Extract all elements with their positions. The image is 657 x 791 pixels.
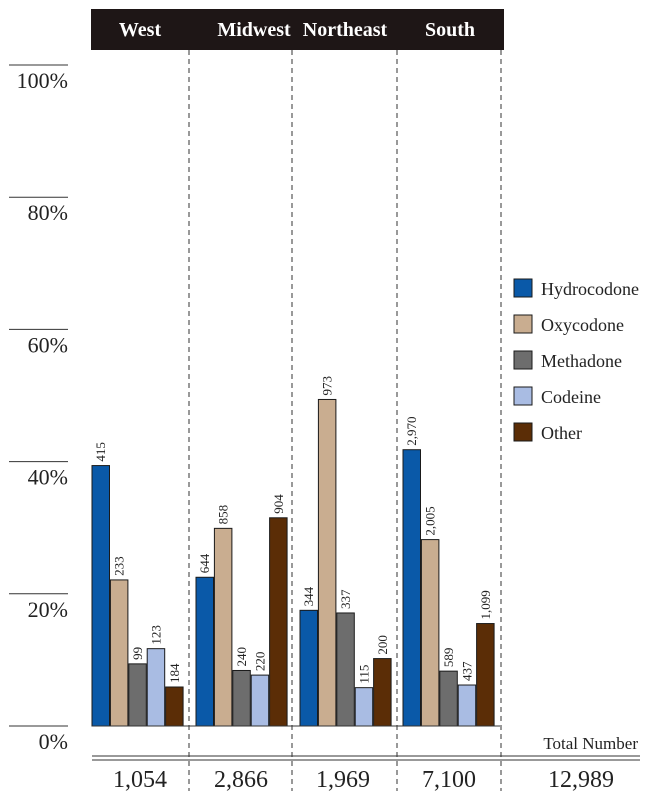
- bar-northeast-methadone: [336, 612, 355, 727]
- bar-northeast-codeine: [354, 687, 374, 727]
- region-header-midwest: Midwest: [217, 19, 291, 41]
- legend-label-other: Other: [541, 423, 582, 443]
- bar-midwest-other: [269, 517, 288, 727]
- data-label-west-methadone: 99: [130, 647, 145, 660]
- data-label-northeast-methadone: 337: [338, 589, 353, 609]
- bar-northeast-oxycodone: [317, 398, 337, 727]
- bar-south-hydrocodone: [402, 449, 421, 727]
- bar-south-codeine: [457, 684, 477, 727]
- data-label-midwest-hydrocodone: 644: [197, 553, 212, 573]
- data-label-northeast-codeine: 115: [356, 665, 371, 684]
- legend-swatch-methadone: [513, 350, 533, 370]
- total-midwest: 2,866: [214, 767, 268, 791]
- bar-midwest-codeine: [250, 674, 270, 727]
- bar-west-methadone: [128, 663, 147, 727]
- bar-west-other: [165, 686, 184, 727]
- y-tick-label: 20%: [28, 597, 68, 622]
- total-west: 1,054: [113, 767, 167, 791]
- total-number-label: Total Number: [543, 734, 638, 753]
- data-label-west-codeine: 123: [148, 625, 163, 645]
- total-south: 7,100: [422, 767, 476, 791]
- data-label-midwest-codeine: 220: [252, 652, 267, 672]
- bar-midwest-hydrocodone: [195, 576, 214, 727]
- bar-west-codeine: [146, 648, 166, 727]
- data-label-midwest-methadone: 240: [234, 647, 249, 667]
- legend-swatch-codeine: [513, 386, 533, 406]
- y-tick-label: 0%: [39, 729, 68, 754]
- legend-swatch-oxycodone: [513, 314, 533, 334]
- data-label-south-codeine: 437: [459, 661, 474, 681]
- region-header-west: West: [119, 19, 162, 41]
- data-label-northeast-oxycodone: 973: [320, 376, 335, 396]
- total-northeast: 1,969: [316, 767, 370, 791]
- region-header-northeast: Northeast: [303, 19, 388, 41]
- bar-northeast-other: [373, 658, 392, 727]
- region-header-south: South: [425, 19, 475, 41]
- data-label-midwest-oxycodone: 858: [216, 505, 231, 525]
- grand-total: 12,989: [548, 767, 614, 791]
- data-label-west-other: 184: [167, 663, 182, 683]
- legend-swatch-other: [513, 422, 533, 442]
- legend-label-oxycodone: Oxycodone: [541, 315, 624, 335]
- y-tick-label: 100%: [17, 68, 68, 93]
- data-label-northeast-other: 200: [375, 635, 390, 655]
- data-label-west-oxycodone: 233: [112, 556, 127, 576]
- data-label-south-methadone: 589: [441, 648, 456, 668]
- legend-label-codeine: Codeine: [541, 387, 601, 407]
- bar-west-hydrocodone: [91, 465, 110, 727]
- data-label-south-hydrocodone: 2,970: [404, 416, 419, 445]
- legend-label-methadone: Methadone: [541, 351, 622, 371]
- data-label-midwest-other: 904: [271, 494, 286, 514]
- bar-northeast-hydrocodone: [299, 609, 318, 727]
- data-label-south-oxycodone: 2,005: [423, 506, 438, 535]
- bar-midwest-oxycodone: [213, 527, 233, 727]
- data-label-northeast-hydrocodone: 344: [301, 586, 316, 606]
- bar-south-oxycodone: [420, 539, 440, 727]
- data-label-west-hydrocodone: 415: [93, 442, 108, 462]
- bar-south-methadone: [439, 670, 458, 727]
- data-label-south-other: 1,099: [478, 590, 493, 619]
- bar-south-other: [476, 623, 495, 727]
- legend-label-hydrocodone: Hydrocodone: [541, 279, 639, 299]
- legend-swatch-hydrocodone: [513, 278, 533, 298]
- header-bar: [91, 9, 504, 50]
- bar-west-oxycodone: [109, 579, 129, 727]
- y-tick-label: 60%: [28, 332, 68, 357]
- bar-midwest-methadone: [232, 669, 251, 727]
- y-tick-label: 40%: [28, 465, 68, 490]
- y-tick-label: 80%: [28, 200, 68, 225]
